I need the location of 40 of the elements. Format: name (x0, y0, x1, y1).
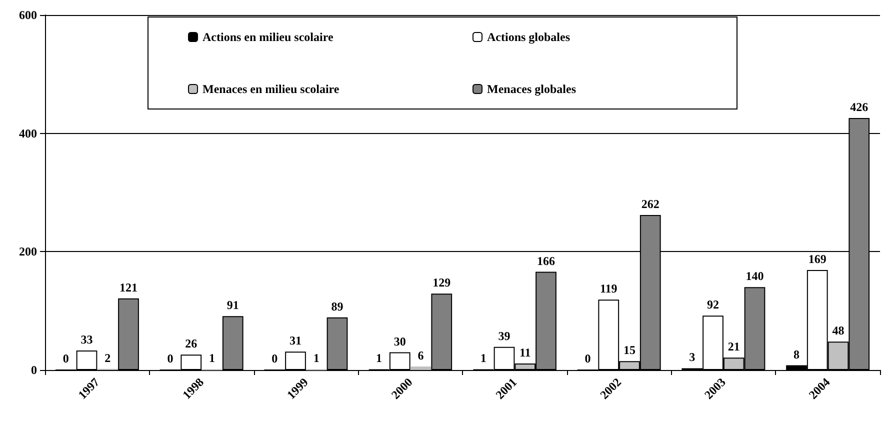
y-tick-label: 200 (19, 244, 37, 259)
data-label: 1 (480, 351, 486, 366)
data-label: 2 (104, 350, 111, 365)
data-label: 169 (808, 252, 826, 266)
data-label: 1 (209, 351, 215, 366)
y-tick-label: 0 (31, 363, 37, 377)
legend-label: Actions globales (487, 30, 570, 44)
data-label: 1 (313, 351, 320, 366)
data-label: 0 (167, 352, 174, 366)
data-label: 91 (226, 298, 239, 312)
data-label: 26 (185, 336, 198, 351)
data-label: 0 (272, 352, 278, 366)
data-label: 30 (394, 334, 406, 348)
data-label: 121 (120, 280, 138, 294)
data-label: 8 (794, 347, 800, 362)
data-label: 140 (746, 269, 764, 284)
data-label: 3 (689, 350, 696, 364)
data-label: 1 (376, 351, 382, 366)
data-label: 11 (519, 345, 531, 360)
data-label: 426 (850, 100, 868, 114)
data-label: 0 (62, 352, 69, 366)
legend-label: Actions en milieu scolaire (202, 30, 334, 44)
data-label: 92 (707, 298, 719, 312)
y-tick-label: 600 (19, 8, 37, 22)
data-label: 129 (432, 276, 451, 290)
data-label: 89 (331, 299, 344, 314)
legend-label: Menaces en milieu scolaire (202, 82, 340, 96)
data-label: 21 (728, 340, 740, 354)
data-label: 0 (584, 352, 591, 366)
data-label: 262 (641, 196, 660, 211)
data-label: 15 (624, 343, 636, 358)
legend-label: Menaces globales (487, 82, 576, 96)
data-label: 166 (537, 254, 555, 268)
data-label: 33 (80, 332, 93, 346)
data-label: 48 (832, 324, 844, 338)
data-label: 6 (418, 348, 424, 362)
y-tick-label: 400 (19, 126, 37, 140)
data-label: 31 (290, 334, 302, 348)
data-label: 39 (498, 328, 510, 343)
data-label: 119 (600, 282, 618, 296)
